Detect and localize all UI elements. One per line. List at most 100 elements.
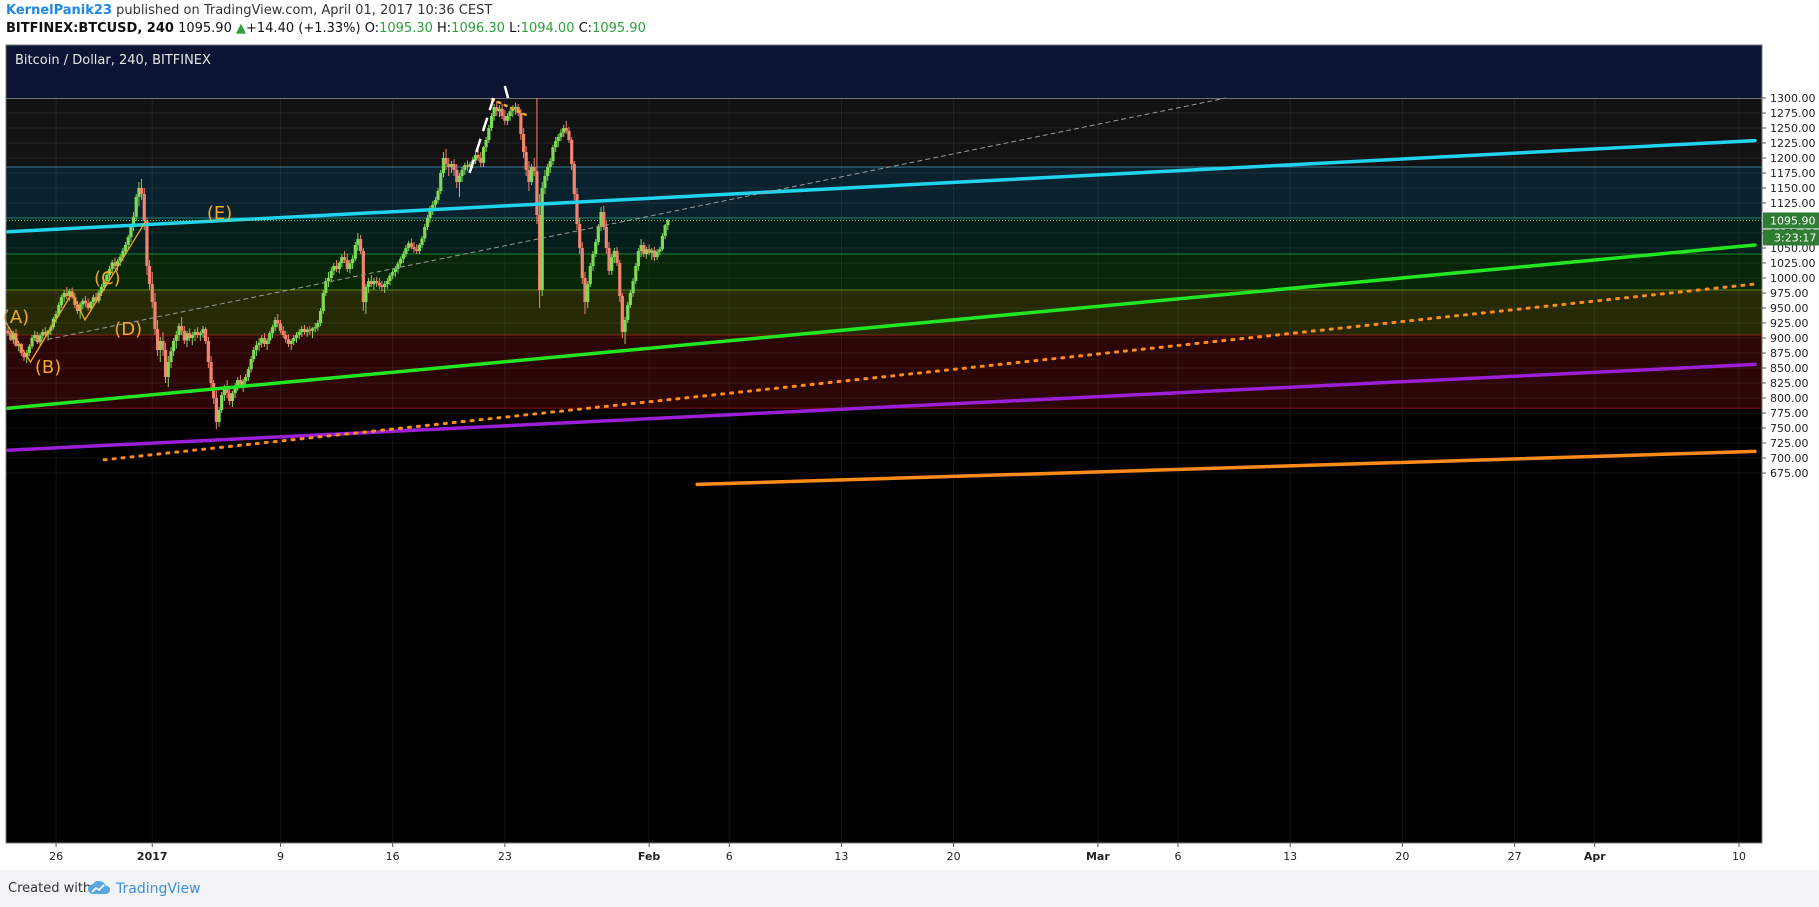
candle-body xyxy=(75,305,79,311)
candle-body xyxy=(647,249,651,253)
low-value: 1094.00 xyxy=(520,21,575,36)
candle-body xyxy=(137,188,141,197)
tradingview-brand[interactable]: TradingView xyxy=(116,881,201,897)
candle-body xyxy=(375,281,379,283)
candle-body xyxy=(169,351,173,362)
candle-body xyxy=(500,108,504,116)
candle-body xyxy=(278,323,283,331)
candle-body xyxy=(428,209,432,218)
title-band xyxy=(6,45,1762,98)
candle-body xyxy=(142,194,146,221)
price-chart[interactable]: (A) (B) (C) (D) (E) Bitcoin / Dollar, 240, B… xyxy=(0,0,1819,870)
candle-body xyxy=(489,116,494,128)
candle-body xyxy=(102,281,106,287)
close-label: C: xyxy=(578,21,593,36)
price-tick-label: 900.00 xyxy=(1770,332,1809,345)
candle-body xyxy=(620,296,624,332)
candle-body xyxy=(163,350,168,377)
price-axis[interactable]: 675.00 700.00 725.00 750.00 775.00 800.00 825.… xyxy=(1761,45,1819,870)
candle-body xyxy=(532,167,536,172)
candle-body xyxy=(383,284,387,287)
candle-body xyxy=(260,338,264,343)
candle-body xyxy=(300,329,304,332)
candle-body xyxy=(650,250,654,253)
grid-lines xyxy=(6,45,1762,843)
time-tick-label: Mar xyxy=(1086,850,1110,863)
price-zones xyxy=(6,97,1762,409)
candle-body xyxy=(321,293,325,311)
candle-body xyxy=(59,297,63,305)
candle-body xyxy=(345,260,349,269)
high-label: H: xyxy=(437,21,452,36)
trend-line-orange-dotted xyxy=(102,282,1757,462)
candle-body xyxy=(334,266,339,269)
candle-body xyxy=(161,341,165,350)
candle-body xyxy=(214,398,218,422)
candle-body xyxy=(447,164,451,167)
candle-body xyxy=(607,248,611,271)
candle-body xyxy=(543,176,547,188)
candle-body xyxy=(270,327,275,334)
candle-body xyxy=(286,339,291,344)
candle-body xyxy=(294,335,299,338)
candle-body xyxy=(583,278,587,302)
white-dashed-line xyxy=(468,97,495,174)
candle-body xyxy=(340,257,344,263)
wave-annotations: (A) (B) (C) (D) (E) xyxy=(3,85,527,378)
candle-body xyxy=(540,188,544,290)
author-name[interactable]: KernelPanik23 xyxy=(6,3,112,18)
candle-body xyxy=(497,108,502,112)
price-tick-label: 1300.00 xyxy=(1770,92,1816,105)
time-tick-label: 2017 xyxy=(137,850,168,863)
time-axis[interactable]: 26 2017 9 16 23 Feb 6 13 20 Mar 6 13 20 27 Apr 10 xyxy=(5,44,1763,870)
candle-body xyxy=(22,353,26,358)
candle-body xyxy=(193,332,197,335)
candle-body xyxy=(316,323,320,328)
candle-body xyxy=(262,338,267,344)
candle-body xyxy=(326,278,331,281)
candle-body xyxy=(187,333,192,338)
candle-body xyxy=(257,342,261,346)
candle-body xyxy=(457,176,462,182)
candle-body xyxy=(527,170,531,182)
price-tick-label: 1225.00 xyxy=(1770,137,1816,150)
wave-label: (B) xyxy=(35,357,61,378)
last-price-text: 1095.90 xyxy=(178,21,232,36)
time-tick-label: 6 xyxy=(726,850,733,863)
wave-label: (C) xyxy=(94,268,121,289)
time-tick-label: 13 xyxy=(1283,850,1297,863)
last-price-marker: 1095.90 3:23:17 xyxy=(6,212,1819,246)
candle-body xyxy=(113,262,117,266)
candle-body xyxy=(155,329,160,350)
candle-body xyxy=(519,113,523,134)
trend-line-purple xyxy=(6,362,1757,452)
candle-body xyxy=(204,329,208,341)
candle-body xyxy=(65,293,69,296)
time-tick-label: 26 xyxy=(49,850,63,863)
close-value: 1095.90 xyxy=(592,21,646,36)
candle-body xyxy=(361,251,365,302)
zone-band xyxy=(6,167,1762,218)
candle-body xyxy=(332,266,336,271)
open-label: O: xyxy=(364,21,380,36)
candle-body xyxy=(505,116,510,121)
candle-body xyxy=(110,262,114,269)
time-tick-label: Feb xyxy=(638,850,661,863)
candle-body xyxy=(535,171,539,215)
price-tick-label: 875.00 xyxy=(1770,347,1809,360)
price-tick-label: 1000.00 xyxy=(1770,272,1816,285)
candle-body xyxy=(190,335,194,338)
price-tick-label: 1025.00 xyxy=(1770,257,1816,270)
candle-body xyxy=(99,287,104,293)
price-tick-label: 775.00 xyxy=(1770,407,1809,420)
trend-lines xyxy=(6,97,1757,487)
candle-body xyxy=(139,188,144,194)
candle-body xyxy=(642,245,646,254)
candle-body xyxy=(273,320,277,328)
time-tick-label: 20 xyxy=(1395,850,1409,863)
candle-body xyxy=(252,350,256,359)
candle-body xyxy=(396,263,400,269)
up-arrow-icon: ▲ xyxy=(236,21,246,36)
price-tick-label: 850.00 xyxy=(1770,362,1809,375)
candle-body xyxy=(572,164,576,194)
